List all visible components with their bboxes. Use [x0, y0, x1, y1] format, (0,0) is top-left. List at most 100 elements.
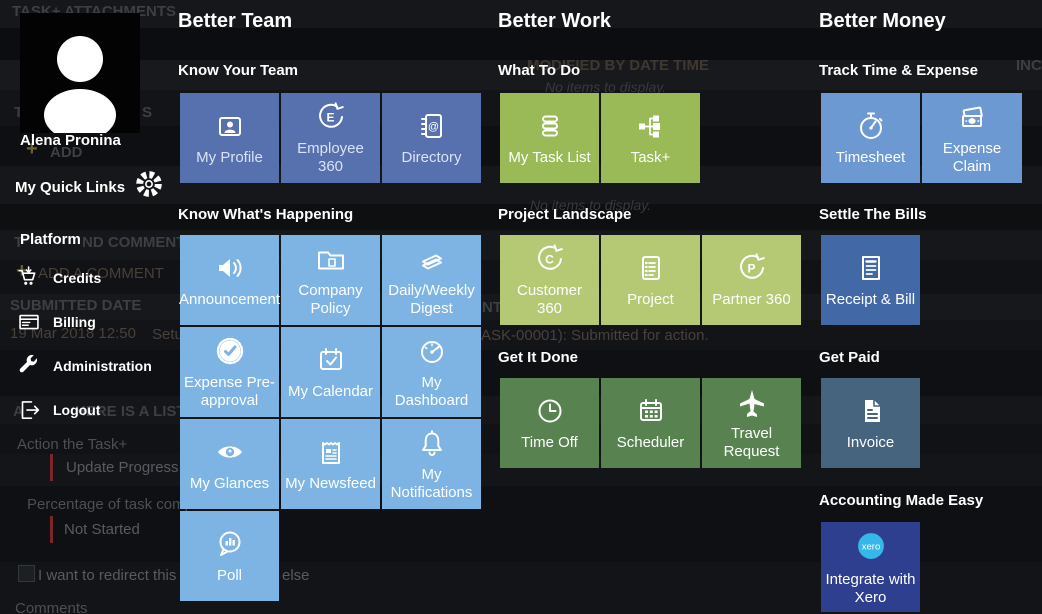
tile-my-glances[interactable]: My Glances	[180, 419, 279, 509]
column-title: Better Work	[498, 10, 611, 32]
tile-label: Company Policy	[298, 281, 363, 317]
circ360-C-icon: C	[534, 243, 566, 275]
tile-expense-pre-approval[interactable]: Expense Pre-approval	[180, 327, 279, 417]
tile-label: Partner 360	[712, 290, 791, 308]
field-accent-bar	[50, 454, 53, 481]
tile-label: My Calendar	[287, 382, 374, 400]
sidebar-item-logout[interactable]: Logout	[16, 393, 100, 427]
bg-text-fragment: Comments	[15, 600, 88, 614]
tile-grid: C Customer 360 Project P Partner 360	[500, 235, 806, 327]
tile-expense-claim[interactable]: Expense Claim	[922, 93, 1022, 183]
tile-time-off[interactable]: Time Off	[500, 378, 599, 468]
tile-employee-360[interactable]: E Employee 360	[281, 93, 380, 183]
background-stripe	[0, 204, 1042, 230]
tile-customer-360[interactable]: C Customer 360	[500, 235, 599, 325]
bg-text-fragment: ASK-00001): Submitted for action.	[481, 327, 709, 344]
svg-text:C: C	[545, 252, 554, 266]
tile-label: My Profile	[196, 148, 263, 166]
tile-integrate-with-xero[interactable]: xero Integrate with Xero	[821, 522, 920, 612]
dashboard-icon	[416, 335, 448, 367]
digest-icon	[416, 243, 448, 275]
sidebar-item-administration[interactable]: Administration	[16, 349, 152, 383]
column-title: Better Money	[819, 10, 946, 32]
tile-task[interactable]: Task+	[601, 93, 700, 183]
tile-scheduler[interactable]: Scheduler	[601, 378, 700, 468]
tile-label: Receipt & Bill	[825, 290, 916, 308]
quick-links-label: My Quick Links	[15, 179, 126, 196]
invoice-icon	[855, 395, 887, 427]
expense-claim-icon	[956, 101, 988, 133]
bg-text-fragment: I want to redirect this t	[38, 567, 185, 584]
bg-text-fragment: Percentage of task compl	[27, 496, 197, 513]
tile-invoice[interactable]: Invoice	[821, 378, 920, 468]
project-doc-icon	[635, 252, 667, 284]
notifications-icon	[416, 427, 448, 459]
bg-text-fragment: No items to display.	[545, 79, 667, 95]
time-off-icon	[534, 395, 566, 427]
tile-my-newsfeed[interactable]: My Newsfeed	[281, 419, 380, 509]
tile-poll[interactable]: Poll	[180, 511, 279, 601]
tile-label: Time Off	[521, 433, 578, 451]
tile-timesheet[interactable]: Timesheet	[821, 93, 920, 183]
background-stripe	[0, 320, 1042, 350]
task-list-icon	[534, 110, 566, 142]
glances-icon	[214, 436, 246, 468]
tile-grid: Announcement Company Policy Daily/Weekly D…	[179, 235, 486, 603]
tile-directory[interactable]: @ Directory	[382, 93, 481, 183]
tile-label: Expense Pre-approval	[184, 373, 275, 409]
tile-label: Employee 360	[297, 139, 364, 175]
bg-text-fragment: Update Progress	[66, 459, 179, 476]
preapproval-icon	[214, 335, 246, 367]
bg-text-fragment: SUBMITTED DATE	[10, 297, 142, 314]
tile-grid: Timesheet Expense Claim	[821, 93, 1042, 185]
tile-grid: Receipt & Bill	[821, 235, 1042, 327]
sidebar-item-label: Credits	[53, 270, 102, 286]
background-stripe	[0, 0, 1042, 28]
tile-announcement[interactable]: Announcement	[179, 235, 280, 325]
section-heading: Get It Done	[498, 349, 579, 366]
bg-text-fragment: INC	[1016, 57, 1042, 74]
tile-my-calendar[interactable]: My Calendar	[281, 327, 380, 417]
bg-text-fragment: Not Started	[64, 521, 140, 538]
section-heading: Accounting Made Easy	[819, 492, 984, 509]
svg-text:@: @	[427, 121, 438, 133]
tile-project[interactable]: Project	[601, 235, 700, 325]
tile-label: My Dashboard	[394, 373, 469, 409]
tile-label: Timesheet	[835, 148, 906, 166]
directory-icon: @	[416, 110, 448, 142]
tile-company-policy[interactable]: Company Policy	[281, 235, 380, 325]
svg-text:P: P	[747, 261, 755, 275]
gear-icon[interactable]	[135, 170, 163, 198]
tile-my-profile[interactable]: My Profile	[180, 93, 279, 183]
field-accent-bar	[50, 516, 53, 543]
bg-text-fragment: HERE IS A LIST OF	[75, 403, 211, 420]
bg-text-fragment: NT	[482, 299, 502, 316]
menu-column-better-money: Better Money Track Time & Expense Timeshee…	[819, 0, 1042, 614]
tile-label: Invoice	[846, 433, 895, 451]
tile-my-task-list[interactable]: My Task List	[500, 93, 599, 183]
section-heading: Know Your Team	[178, 62, 299, 79]
tile-receipt-bill[interactable]: Receipt & Bill	[821, 235, 920, 325]
sidebar-item-billing[interactable]: Billing	[16, 305, 96, 339]
tile-my-dashboard[interactable]: My Dashboard	[382, 327, 481, 417]
logout-icon	[16, 397, 42, 423]
tile-my-notifications[interactable]: My Notifications	[382, 419, 481, 509]
tile-label: Expense Claim	[942, 139, 1002, 175]
svg-text:xero: xero	[861, 541, 880, 552]
background-stripe	[0, 60, 1042, 90]
section-heading: Get Paid	[819, 349, 880, 366]
tile-partner-360[interactable]: P Partner 360	[702, 235, 801, 325]
tile-label: Directory	[401, 148, 462, 166]
bg-text-fragment: ND COMMENTS	[82, 234, 196, 251]
tile-travel-request[interactable]: Travel Request	[702, 378, 801, 468]
tile-daily-weekly-digest[interactable]: Daily/Weekly Digest	[382, 235, 481, 325]
tile-label: My Notifications	[390, 465, 473, 501]
sidebar-item-credits[interactable]: Credits	[16, 261, 101, 295]
section-heading: What To Do	[498, 62, 581, 79]
tile-grid: My Task List Task+	[500, 93, 806, 185]
bg-text-fragment: No items to display.	[530, 197, 652, 213]
plus-icon: +	[26, 138, 38, 160]
tile-label: Project	[627, 290, 674, 308]
receipt-bill-icon	[855, 252, 887, 284]
sidebar-item-label: Administration	[53, 358, 152, 374]
